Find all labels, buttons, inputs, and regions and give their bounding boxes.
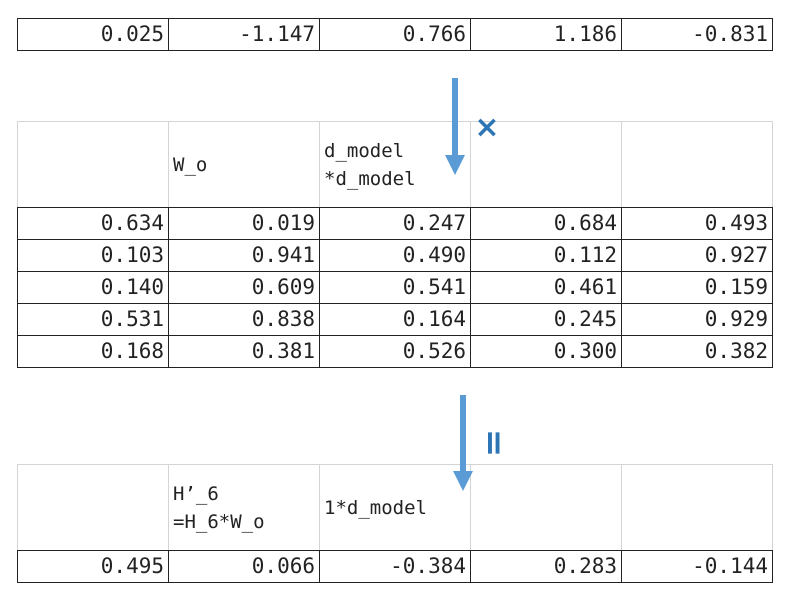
matrix-cell: 0.382: [621, 335, 773, 368]
matrix-cell: 0.526: [319, 335, 471, 368]
header-empty-cell: [470, 464, 622, 551]
table-row: W_o d_model *d_model: [17, 121, 773, 208]
matrix-cell: 0.381: [168, 335, 320, 368]
result-cell: -0.144: [621, 550, 773, 583]
matrix-cell: 0.019: [168, 207, 320, 240]
matrix-cell: 0.247: [319, 207, 471, 240]
table-row: 0.634 0.019 0.247 0.684 0.493: [17, 207, 773, 240]
vector-cell: -0.831: [621, 18, 773, 51]
arrow-down-icon: [445, 78, 465, 175]
result-cell: -0.384: [319, 550, 471, 583]
table-row: 0.531 0.838 0.164 0.245 0.929: [17, 303, 773, 336]
header-empty-cell: [17, 121, 169, 208]
arrow-down-icon: [453, 395, 473, 491]
header-empty-cell: [470, 121, 622, 208]
weight-matrix-table: 0.634 0.019 0.247 0.684 0.493 0.103 0.94…: [17, 207, 773, 368]
result-vector-table: 0.495 0.066 -0.384 0.283 -0.144: [17, 550, 773, 583]
matrix-cell: 0.103: [17, 239, 169, 272]
table-row: 0.103 0.941 0.490 0.112 0.927: [17, 239, 773, 272]
result-cell: 0.066: [168, 550, 320, 583]
matrix-cell: 0.159: [621, 271, 773, 304]
weight-header-table: W_o d_model *d_model: [17, 121, 773, 208]
matrix-cell: 0.300: [470, 335, 622, 368]
table-row: 0.168 0.381 0.526 0.300 0.382: [17, 335, 773, 368]
matrix-cell: 0.112: [470, 239, 622, 272]
matrix-cell: 0.168: [17, 335, 169, 368]
table-row: 0.140 0.609 0.541 0.461 0.159: [17, 271, 773, 304]
matrix-cell: 0.140: [17, 271, 169, 304]
table-row: 0.495 0.066 -0.384 0.283 -0.144: [17, 550, 773, 583]
header-empty-cell: [17, 464, 169, 551]
table-row: 0.025 -1.147 0.766 1.186 -0.831: [17, 18, 773, 51]
matrix-cell: 0.927: [621, 239, 773, 272]
matrix-cell: 0.838: [168, 303, 320, 336]
matrix-cell: 0.461: [470, 271, 622, 304]
result-name-label: H’_6 =H_6*W_o: [168, 464, 320, 551]
matrix-cell: 0.164: [319, 303, 471, 336]
input-vector-table: 0.025 -1.147 0.766 1.186 -0.831: [17, 18, 773, 51]
matrix-name-label: W_o: [168, 121, 320, 208]
vector-cell: 1.186: [470, 18, 622, 51]
equals-icon: =: [474, 429, 514, 458]
result-cell: 0.495: [17, 550, 169, 583]
result-shape-label: 1*d_model: [319, 464, 471, 551]
matrix-cell: 0.929: [621, 303, 773, 336]
matrix-cell: 0.245: [470, 303, 622, 336]
matrix-cell: 0.541: [319, 271, 471, 304]
vector-cell: 0.025: [17, 18, 169, 51]
result-header-table: H’_6 =H_6*W_o 1*d_model: [17, 464, 773, 551]
matrix-shape-label: d_model *d_model: [319, 121, 471, 208]
table-row: H’_6 =H_6*W_o 1*d_model: [17, 464, 773, 551]
matrix-cell: 0.609: [168, 271, 320, 304]
multiply-icon: ×: [474, 110, 499, 145]
matrix-cell: 0.684: [470, 207, 622, 240]
result-cell: 0.283: [470, 550, 622, 583]
matrix-cell: 0.490: [319, 239, 471, 272]
vector-cell: 0.766: [319, 18, 471, 51]
vector-cell: -1.147: [168, 18, 320, 51]
